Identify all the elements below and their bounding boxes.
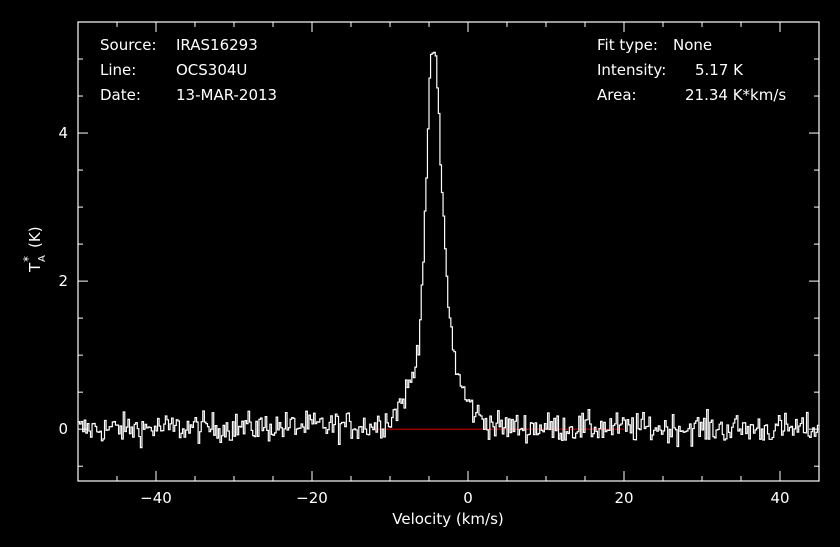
line-value: OCS304U bbox=[176, 61, 247, 79]
y-axis-label-symbol: T bbox=[26, 262, 44, 273]
x-tick-label: 20 bbox=[614, 489, 633, 507]
data-layer bbox=[78, 51, 819, 449]
spectrum-series-line bbox=[78, 51, 819, 449]
area-value: 21.34 K*km/s bbox=[685, 86, 786, 104]
y-tick-label: 0 bbox=[58, 420, 68, 438]
source-label: Source: bbox=[100, 36, 157, 54]
y-axis-label-superscript: * bbox=[21, 256, 35, 262]
x-axis-label: Velocity (km/s) bbox=[392, 510, 503, 528]
date-label: Date: bbox=[100, 86, 141, 104]
fit-type-label: Fit type: bbox=[597, 36, 658, 54]
intensity-value: 5.17 K bbox=[695, 61, 744, 79]
date-value: 13-MAR-2013 bbox=[176, 86, 277, 104]
y-tick-label: 2 bbox=[58, 272, 68, 290]
area-label: Area: bbox=[597, 86, 637, 104]
y-axis-label-subscript: A bbox=[37, 255, 48, 262]
intensity-label: Intensity: bbox=[597, 61, 666, 79]
y-axis-label: T A * (K) bbox=[21, 226, 48, 273]
y-axis-label-unit: (K) bbox=[26, 226, 44, 248]
fit-type-value: None bbox=[673, 36, 712, 54]
y-tick-label: 4 bbox=[58, 124, 68, 142]
x-tick-label: −20 bbox=[296, 489, 328, 507]
axis-ticks: −40 −20 0 20 40 0 2 4 bbox=[58, 21, 820, 507]
x-tick-label: 0 bbox=[463, 489, 473, 507]
plot-frame bbox=[77, 21, 820, 482]
line-label: Line: bbox=[100, 61, 136, 79]
source-value: IRAS16293 bbox=[176, 36, 258, 54]
x-tick-label: −40 bbox=[140, 489, 172, 507]
x-tick-label: 40 bbox=[770, 489, 789, 507]
